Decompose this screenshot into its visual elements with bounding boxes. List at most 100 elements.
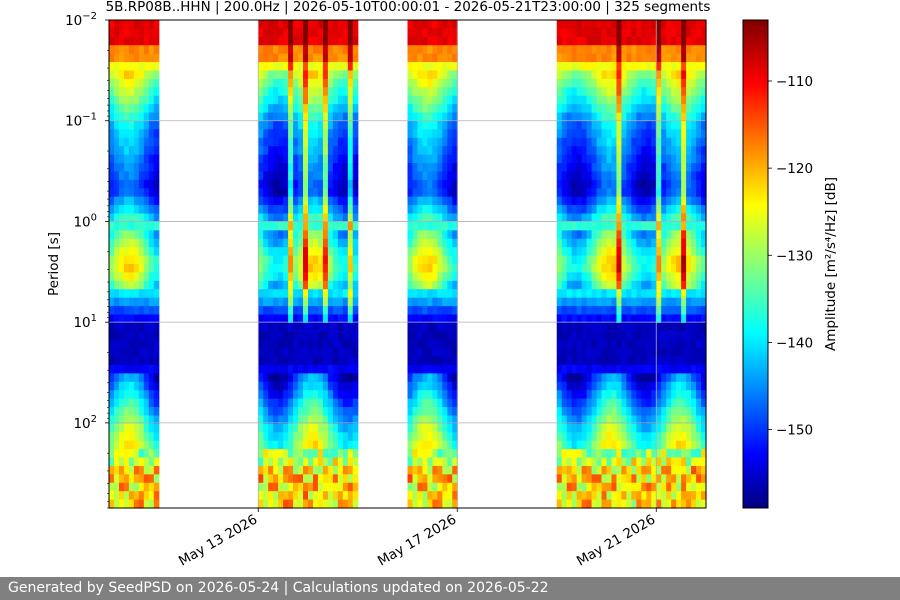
heatmap-cell — [263, 297, 269, 307]
heatmap-cell — [153, 364, 160, 374]
heatmap-cell — [347, 423, 354, 433]
heatmap-cell — [636, 423, 642, 433]
heatmap-cell — [696, 449, 702, 459]
heatmap-cell — [332, 390, 339, 400]
heatmap-cell — [591, 238, 598, 248]
heatmap-cell — [133, 364, 140, 374]
heatmap-cell — [118, 297, 125, 307]
heatmap-cell — [138, 491, 145, 501]
heatmap-cell — [586, 314, 593, 324]
heatmap-cell — [581, 423, 588, 433]
heatmap-cell — [268, 297, 274, 307]
heatmap-cell — [118, 62, 125, 72]
heatmap-cell — [676, 390, 682, 400]
heatmap-cell — [417, 314, 424, 324]
heatmap-cell — [676, 407, 682, 417]
heatmap-cell — [263, 314, 269, 324]
heatmap-cell — [128, 297, 135, 307]
heatmap-cell — [437, 137, 443, 147]
heatmap-cell — [327, 373, 334, 383]
heatmap-cell — [412, 129, 419, 139]
heatmap-cell — [661, 339, 667, 349]
heatmap-cell — [288, 221, 294, 231]
heatmap-cell — [571, 398, 578, 408]
heatmap-cell — [118, 474, 125, 484]
heatmap-cell — [123, 432, 130, 442]
heatmap-cell — [596, 87, 603, 97]
heatmap-cell — [671, 373, 677, 383]
heatmap-cell — [691, 104, 697, 114]
heatmap-cell — [621, 264, 627, 274]
heatmap-cell — [686, 297, 692, 307]
heatmap-cell — [288, 255, 294, 265]
heatmap-cell — [681, 423, 687, 433]
heatmap-cell — [273, 339, 279, 349]
heatmap-cell — [308, 196, 314, 206]
heatmap-cell — [437, 491, 443, 501]
heatmap-cell — [636, 129, 642, 139]
heatmap-cell — [143, 415, 150, 425]
heatmap-cell — [148, 457, 155, 467]
heatmap-cell — [303, 87, 309, 97]
heatmap-cell — [561, 423, 568, 433]
heatmap-cell — [566, 499, 573, 509]
heatmap-cell — [661, 423, 667, 433]
heatmap-cell — [591, 331, 598, 341]
heatmap-cell — [616, 465, 623, 475]
heatmap-cell — [671, 482, 677, 492]
heatmap-cell — [288, 179, 294, 189]
heatmap-cell — [303, 423, 309, 433]
heatmap-cell — [601, 196, 608, 206]
heatmap-cell — [327, 280, 334, 290]
heatmap-cell — [332, 171, 339, 181]
heatmap-cell — [701, 171, 707, 181]
heatmap-cell — [576, 398, 583, 408]
heatmap-cell — [352, 120, 359, 130]
heatmap-cell — [138, 179, 145, 189]
heatmap-cell — [303, 289, 309, 299]
heatmap-cell — [651, 322, 657, 332]
heatmap-cell — [621, 322, 627, 332]
heatmap-cell — [576, 331, 583, 341]
heatmap-cell — [671, 221, 677, 231]
heatmap-cell — [417, 432, 424, 442]
heatmap-cell — [442, 62, 448, 72]
heatmap-cell — [636, 221, 642, 231]
heatmap-cell — [641, 20, 647, 30]
heatmap-cell — [606, 289, 613, 299]
heatmap-cell — [273, 449, 279, 459]
heatmap-cell — [268, 364, 274, 374]
heatmap-cell — [442, 221, 448, 231]
heatmap-cell — [452, 70, 458, 80]
heatmap-cell — [109, 179, 115, 189]
heatmap-cell — [133, 154, 140, 164]
heatmap-cell — [283, 179, 289, 189]
heatmap-cell — [417, 87, 424, 97]
heatmap-cell — [571, 255, 578, 265]
heatmap-cell — [571, 322, 578, 332]
heatmap-cell — [268, 53, 274, 63]
heatmap-cell — [417, 154, 424, 164]
heatmap-cell — [626, 146, 632, 156]
colorbar-ticks: −110−120−130−140−150 — [768, 74, 813, 439]
heatmap-cell — [601, 221, 608, 231]
heatmap-cell — [352, 87, 359, 97]
heatmap-cell — [661, 499, 667, 509]
heatmap-cell — [636, 407, 642, 417]
heatmap-cell — [412, 112, 419, 122]
heatmap-cell — [661, 449, 667, 459]
heatmap-cell — [447, 53, 453, 63]
heatmap-cell — [303, 314, 309, 324]
heatmap-cell — [651, 297, 657, 307]
heatmap-cell — [118, 87, 125, 97]
heatmap-cell — [422, 474, 428, 484]
heatmap-cell — [651, 196, 657, 206]
heatmap-cell — [258, 297, 264, 307]
heatmap-cell — [273, 247, 279, 257]
heatmap-cell — [626, 356, 632, 366]
heatmap-cell — [626, 322, 632, 332]
heatmap-cell — [621, 331, 627, 341]
heatmap-cell — [676, 348, 682, 358]
heatmap-cell — [576, 238, 583, 248]
heatmap-cell — [347, 280, 354, 290]
